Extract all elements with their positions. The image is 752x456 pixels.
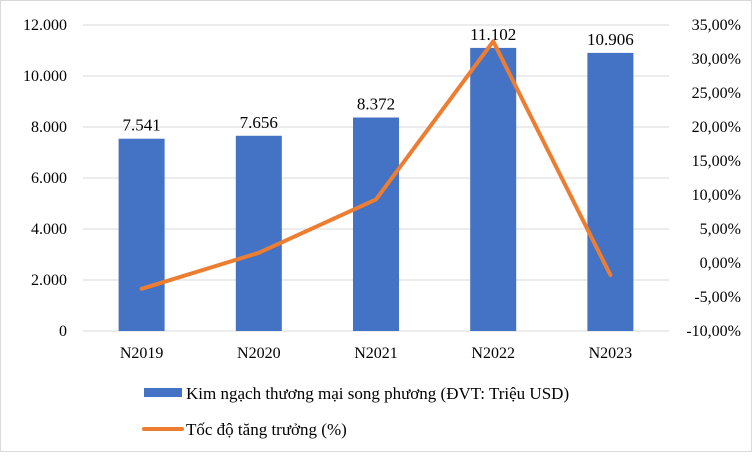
right-tick-label: 20,00% <box>692 119 741 136</box>
left-tick-label: 10.000 <box>23 68 67 85</box>
left-tick-label: 2.000 <box>31 272 67 289</box>
bar-data-label: 7.656 <box>240 113 278 132</box>
left-tick-label: 6.000 <box>31 170 67 187</box>
right-tick-label: 15,00% <box>692 153 741 170</box>
left-tick-label: 0 <box>59 323 67 340</box>
legend-bar-swatch <box>144 388 182 397</box>
bar <box>470 48 516 331</box>
right-tick-label: -5,00% <box>694 289 741 306</box>
x-tick-label: N2021 <box>354 345 398 362</box>
right-tick-label: 0,00% <box>700 255 741 272</box>
x-tick-label: N2019 <box>120 345 164 362</box>
right-tick-label: 5,00% <box>700 221 741 238</box>
bar-data-label: 8.372 <box>357 95 395 114</box>
right-tick-label: 35,00% <box>692 17 741 34</box>
bar <box>119 139 165 331</box>
legend-bar-label: Kim ngạch thương mại song phương (ĐVT: T… <box>186 384 569 403</box>
x-tick-label: N2022 <box>471 345 515 362</box>
right-tick-label: -10,00% <box>686 323 741 340</box>
legend-line-label: Tốc độ tăng trưởng (%) <box>186 420 347 439</box>
right-tick-label: 30,00% <box>692 51 741 68</box>
left-tick-label: 12.000 <box>23 17 67 34</box>
x-tick-label: N2023 <box>589 345 633 362</box>
bar-data-label: 10.906 <box>587 30 634 49</box>
bar-data-label: 7.541 <box>122 116 160 135</box>
bar <box>236 136 282 331</box>
x-tick-label: N2020 <box>237 345 281 362</box>
right-tick-label: 10,00% <box>692 187 741 204</box>
left-tick-label: 8.000 <box>31 119 67 136</box>
bar <box>353 118 399 331</box>
right-tick-label: 25,00% <box>692 85 741 102</box>
bar <box>587 53 633 331</box>
left-tick-label: 4.000 <box>31 221 67 238</box>
